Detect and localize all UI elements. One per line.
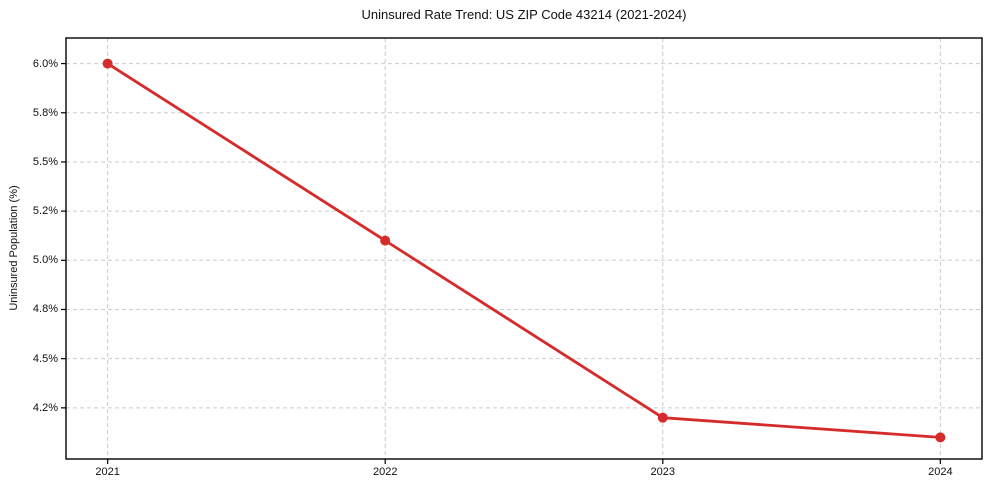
x-tick-label: 2022 bbox=[372, 466, 398, 478]
y-tick-label: 5.2% bbox=[32, 205, 58, 218]
data-point-marker bbox=[380, 235, 391, 246]
data-point-marker bbox=[935, 432, 946, 443]
y-tick-label: 5.5% bbox=[32, 155, 58, 168]
plot-border bbox=[65, 37, 983, 460]
x-tick-label: 2023 bbox=[650, 466, 676, 478]
y-tick-label: 4.2% bbox=[32, 401, 58, 414]
y-tick-label: 5.8% bbox=[32, 106, 58, 119]
x-tick-label: 2021 bbox=[95, 466, 120, 478]
data-point-marker bbox=[657, 412, 668, 423]
y-tick-label: 4.5% bbox=[32, 352, 58, 365]
y-tick-label: 6.0% bbox=[32, 57, 58, 70]
data-point-marker bbox=[102, 58, 113, 69]
chart-title: Uninsured Rate Trend: US ZIP Code 43214 … bbox=[361, 7, 687, 22]
y-tick-label: 4.8% bbox=[32, 303, 58, 316]
x-tick-label: 2024 bbox=[928, 466, 953, 478]
y-tick-label: 5.0% bbox=[32, 254, 58, 267]
trend-line bbox=[106, 62, 942, 439]
